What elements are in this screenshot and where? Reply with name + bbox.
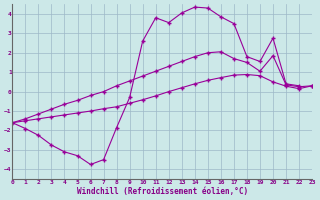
X-axis label: Windchill (Refroidissement éolien,°C): Windchill (Refroidissement éolien,°C) [77, 187, 248, 196]
